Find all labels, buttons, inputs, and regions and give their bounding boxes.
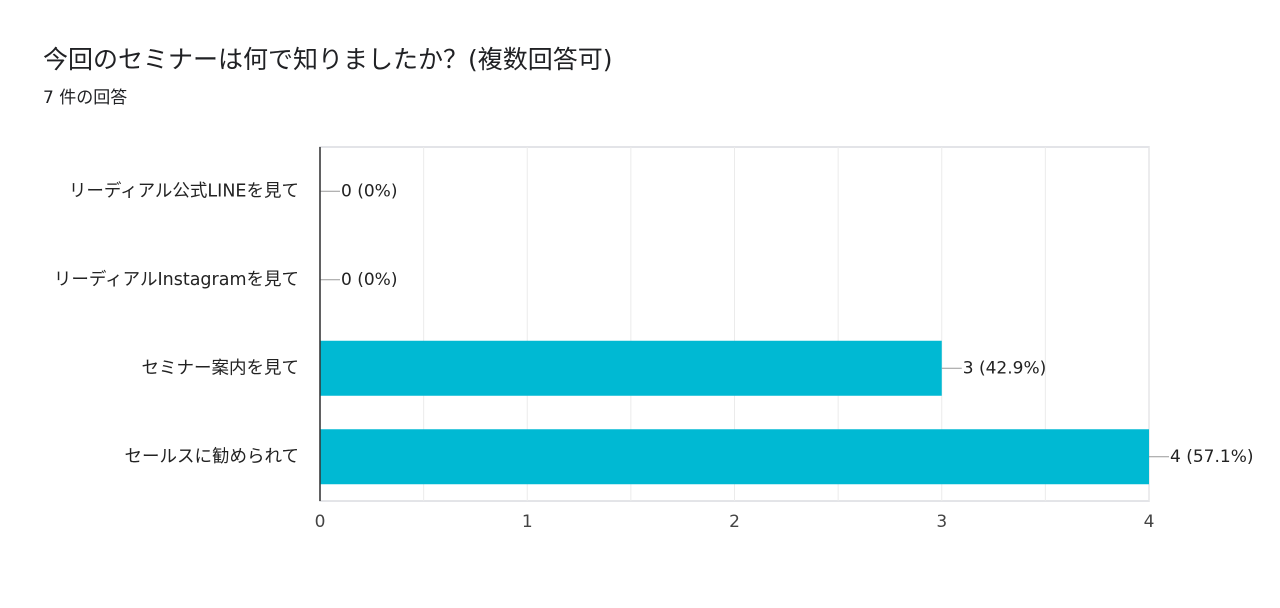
x-tick-label: 2 [729, 512, 740, 532]
data-label: 3 (42.9%) [963, 358, 1047, 378]
category-label: リーディアル公式LINEを見て [69, 180, 299, 201]
data-label: 4 (57.1%) [1170, 447, 1254, 467]
x-tick-label: 3 [936, 512, 947, 532]
data-label: 0 (0%) [341, 270, 397, 290]
x-tick-label: 4 [1144, 512, 1155, 532]
category-label: セールスに勧められて [125, 447, 299, 467]
question-title: 今回のセミナーは何で知りましたか？(複数回答可) [43, 45, 613, 74]
category-label: リーディアルInstagramを見て [54, 269, 299, 290]
category-label: セミナー案内を見て [142, 358, 300, 378]
data-label: 0 (0%) [341, 181, 397, 201]
bar [320, 429, 1149, 485]
bar [320, 340, 942, 396]
x-tick-label: 1 [522, 512, 533, 532]
x-tick-label: 0 [315, 512, 326, 532]
response-count: 7 件の回答 [43, 88, 128, 108]
